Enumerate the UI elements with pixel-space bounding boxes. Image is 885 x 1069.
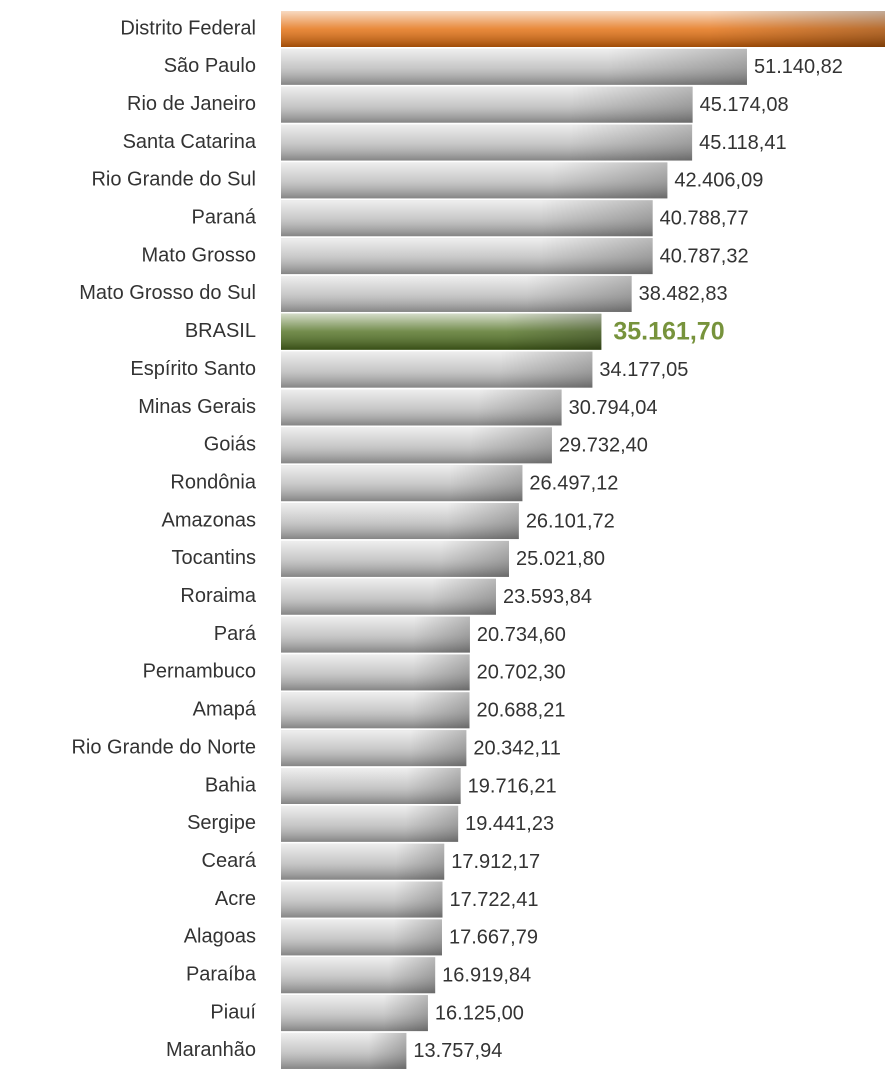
value-label: 45.174,08 bbox=[700, 94, 789, 116]
value-label: 26.497,12 bbox=[529, 472, 618, 494]
value-label: 20.688,21 bbox=[477, 700, 566, 722]
category-label: Paraíba bbox=[186, 964, 257, 986]
category-label: Paraná bbox=[192, 207, 257, 229]
category-label: Acre bbox=[215, 888, 256, 910]
bar-shade bbox=[281, 389, 562, 426]
value-label: 20.342,11 bbox=[473, 737, 561, 759]
bar-shade bbox=[281, 805, 459, 842]
bar-shade bbox=[281, 200, 653, 237]
bar-shade bbox=[281, 768, 461, 804]
bar-shade bbox=[281, 881, 443, 918]
bar-shade bbox=[281, 957, 436, 994]
category-label: Rondônia bbox=[170, 471, 257, 493]
value-label: 25.021,80 bbox=[516, 548, 605, 570]
category-label: Pará bbox=[214, 623, 257, 645]
bar-shade bbox=[281, 616, 470, 653]
category-label: Sergipe bbox=[187, 812, 256, 834]
value-label: 19.716,21 bbox=[468, 775, 557, 797]
value-label: 20.734,60 bbox=[477, 624, 566, 646]
bar-shade bbox=[281, 843, 445, 880]
category-label: Tocantins bbox=[172, 547, 257, 569]
category-label: Distrito Federal bbox=[120, 17, 256, 39]
value-label: 35.161,70 bbox=[613, 317, 724, 345]
value-label: 17.667,79 bbox=[449, 927, 538, 949]
category-label: Bahia bbox=[205, 774, 257, 796]
value-label: 45.118,41 bbox=[699, 132, 787, 154]
value-label: 17.912,17 bbox=[451, 851, 540, 873]
category-label: Goiás bbox=[204, 434, 256, 456]
category-label: Pernambuco bbox=[143, 661, 256, 683]
value-label: 17.722,41 bbox=[449, 889, 538, 911]
bar-shade bbox=[281, 313, 602, 350]
bar-shade bbox=[281, 1032, 407, 1069]
category-label: Minas Gerais bbox=[138, 396, 256, 418]
bar-shade bbox=[281, 919, 442, 956]
value-label: 13.757,94 bbox=[413, 1040, 502, 1062]
bar-shade bbox=[281, 692, 470, 729]
category-label: Mato Grosso bbox=[142, 244, 256, 266]
category-label: Rio Grande do Norte bbox=[71, 736, 256, 758]
category-label: Santa Catarina bbox=[123, 131, 257, 153]
value-label: 16.125,00 bbox=[435, 1002, 524, 1024]
bar-shade bbox=[281, 427, 552, 464]
value-label: 16.919,84 bbox=[442, 965, 531, 987]
value-label: 40.787,32 bbox=[660, 245, 749, 267]
bar-shade bbox=[281, 351, 593, 388]
value-label: 23.593,84 bbox=[503, 586, 592, 608]
bar-shade bbox=[281, 11, 885, 47]
value-label: 42.406,09 bbox=[674, 170, 763, 192]
category-label: São Paulo bbox=[164, 55, 256, 77]
bar-shade bbox=[281, 654, 470, 691]
bar-shade bbox=[281, 995, 428, 1032]
bar-shade bbox=[281, 730, 467, 767]
value-label: 34.177,05 bbox=[599, 359, 688, 381]
category-label: Alagoas bbox=[184, 926, 256, 948]
bar-shade bbox=[281, 238, 653, 275]
value-label: 38.482,83 bbox=[639, 283, 728, 305]
value-label: 40.788,77 bbox=[660, 208, 749, 230]
category-label: Amazonas bbox=[162, 509, 257, 531]
bar-shade bbox=[281, 124, 693, 161]
bar-shade bbox=[281, 275, 632, 312]
category-label: Rio Grande do Sul bbox=[91, 169, 256, 191]
category-label: Rio de Janeiro bbox=[127, 93, 256, 115]
bar-shade bbox=[281, 465, 523, 502]
value-label: 20.702,30 bbox=[477, 662, 566, 684]
bar-shade bbox=[281, 503, 519, 540]
bar-shade bbox=[281, 86, 693, 123]
value-label: 51.140,82 bbox=[754, 56, 843, 78]
bar-shade bbox=[281, 540, 509, 577]
bar-shade bbox=[281, 578, 496, 615]
bar-shade bbox=[281, 48, 747, 85]
category-label: Amapá bbox=[193, 699, 257, 721]
category-label: Espírito Santo bbox=[130, 358, 256, 380]
category-label: Roraima bbox=[180, 585, 256, 607]
category-label: Ceará bbox=[202, 850, 257, 872]
category-label: BRASIL bbox=[185, 320, 256, 342]
value-label: 29.732,40 bbox=[559, 435, 648, 457]
bar-shade bbox=[281, 162, 668, 199]
value-label: 30.794,04 bbox=[569, 397, 658, 419]
category-label: Maranhão bbox=[166, 1039, 256, 1061]
category-label: Piauí bbox=[210, 1001, 256, 1023]
value-label: 26.101,72 bbox=[526, 510, 615, 532]
category-label: Mato Grosso do Sul bbox=[79, 282, 256, 304]
value-label: 19.441,23 bbox=[465, 813, 554, 835]
